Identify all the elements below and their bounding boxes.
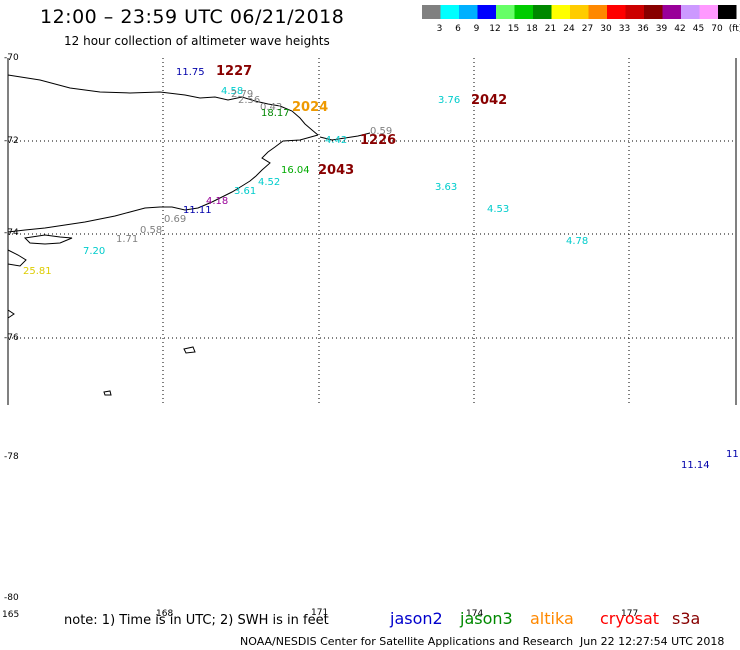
legend-swatch: [551, 5, 570, 19]
lat-label: -70: [4, 53, 19, 63]
lat-label: -74: [4, 228, 19, 238]
legend-label: 27: [582, 24, 593, 34]
lat-label: -80: [4, 593, 19, 603]
wave-height-value: 4.58: [221, 86, 244, 97]
lat-label: -72: [4, 136, 19, 146]
legend-swatch: [644, 5, 663, 19]
legend-label: 6: [455, 24, 461, 34]
credit-text: NOAA/NESDIS Center for Satellite Applica…: [240, 635, 574, 648]
wave-height-value: 0.59: [370, 126, 393, 137]
legend-label: 9: [474, 24, 480, 34]
wave-height-value: 18.17: [261, 108, 290, 119]
legend-swatch: [718, 5, 737, 19]
legend-swatch: [681, 5, 700, 19]
pass-time-label: 2024: [292, 100, 329, 115]
pass-time-label: 2043: [318, 163, 355, 178]
legend-swatch: [440, 5, 459, 19]
map-frame: [7, 58, 737, 405]
satellite-jason3-label: jason3: [460, 609, 513, 628]
legend-label: 18: [526, 24, 538, 34]
legend-swatch: [477, 5, 496, 19]
legend-swatch: [588, 5, 607, 19]
wave-height-value: 1.71: [116, 234, 139, 245]
legend-label: 12: [489, 24, 500, 34]
pass-time-label: 1226: [360, 133, 397, 148]
lon-label: 177: [621, 609, 639, 619]
legend-label: 3: [437, 24, 443, 34]
legend-swatch: [662, 5, 681, 19]
satellite-s3a-label: s3a: [672, 609, 701, 628]
legend-swatch: [607, 5, 626, 19]
legend-label: 70: [711, 24, 723, 34]
wave-height-value: 2.56: [238, 95, 261, 106]
graticule: [8, 58, 736, 405]
lat-label: -78: [4, 452, 19, 462]
pass-time-label: 1227: [216, 64, 253, 79]
lon-label: 174: [466, 609, 484, 619]
legend-label: 21: [545, 24, 556, 34]
wave-height-value: 11.14: [681, 460, 710, 471]
legend-label: 45: [693, 24, 704, 34]
page-subtitle: 12 hour collection of altimeter wave hei…: [64, 34, 330, 48]
legend-label: 15: [508, 24, 519, 34]
lon-label: 171: [311, 608, 329, 618]
satellite-cryosat-label: cryosat: [600, 609, 660, 628]
legend-swatch: [496, 5, 515, 19]
wave-height-value: 7.20: [83, 246, 106, 257]
legend-label: 30: [600, 24, 612, 34]
wave-height-value: 3.76: [438, 95, 461, 106]
lat-label: -76: [4, 333, 19, 343]
wave-height-value: 4.52: [258, 177, 281, 188]
wave-height-value: 16.04: [281, 165, 310, 176]
legend-swatch: [699, 5, 718, 19]
satellite-altika-label: altika: [530, 609, 574, 628]
legend-swatch: [533, 5, 552, 19]
timestamp: Jun 22 12:27:54 UTC 2018: [580, 635, 725, 648]
units-note: note: 1) Time is in UTC; 2) SWH is in fe…: [64, 613, 329, 628]
wave-height-value: 0.43: [260, 102, 283, 113]
legend-swatch: [514, 5, 533, 19]
satellite-jason2-label: jason2: [390, 609, 443, 628]
wave-height-value: 4.18: [206, 196, 229, 207]
legend-label: 33: [619, 24, 630, 34]
page-title: 12:00 – 23:59 UTC 06/21/2018: [40, 6, 345, 28]
wave-height-value: 11.11: [183, 205, 212, 216]
legend-label: 24: [563, 24, 575, 34]
wave-height-value: 11.75: [176, 67, 205, 78]
wave-height-value: 4.53: [487, 204, 510, 215]
coastline: [7, 74, 371, 396]
lon-label: 168: [156, 609, 174, 619]
wave-height-value: 4.42: [325, 135, 348, 146]
wave-height-value: 0.58: [140, 225, 163, 236]
pass-time-label: 2042: [471, 93, 508, 108]
wave-height-value: 11: [726, 449, 739, 460]
legend-label: 39: [656, 24, 668, 34]
wave-height-value: 4.78: [566, 236, 589, 247]
lon-label: 165: [2, 610, 20, 620]
legend-label: 42: [674, 24, 685, 34]
legend-swatch: [570, 5, 589, 19]
wave-height-value: 3.61: [234, 186, 257, 197]
legend-swatch: [625, 5, 644, 19]
legend-label: (ft): [729, 24, 740, 34]
wave-height-value: 25.81: [23, 266, 52, 277]
legend-label: 36: [637, 24, 649, 34]
legend-swatch: [459, 5, 478, 19]
wave-height-value: 2.79: [231, 89, 254, 100]
wave-height-value: 3.63: [435, 182, 458, 193]
wave-height-value: 0.69: [164, 214, 187, 225]
legend-swatch: [422, 5, 441, 19]
